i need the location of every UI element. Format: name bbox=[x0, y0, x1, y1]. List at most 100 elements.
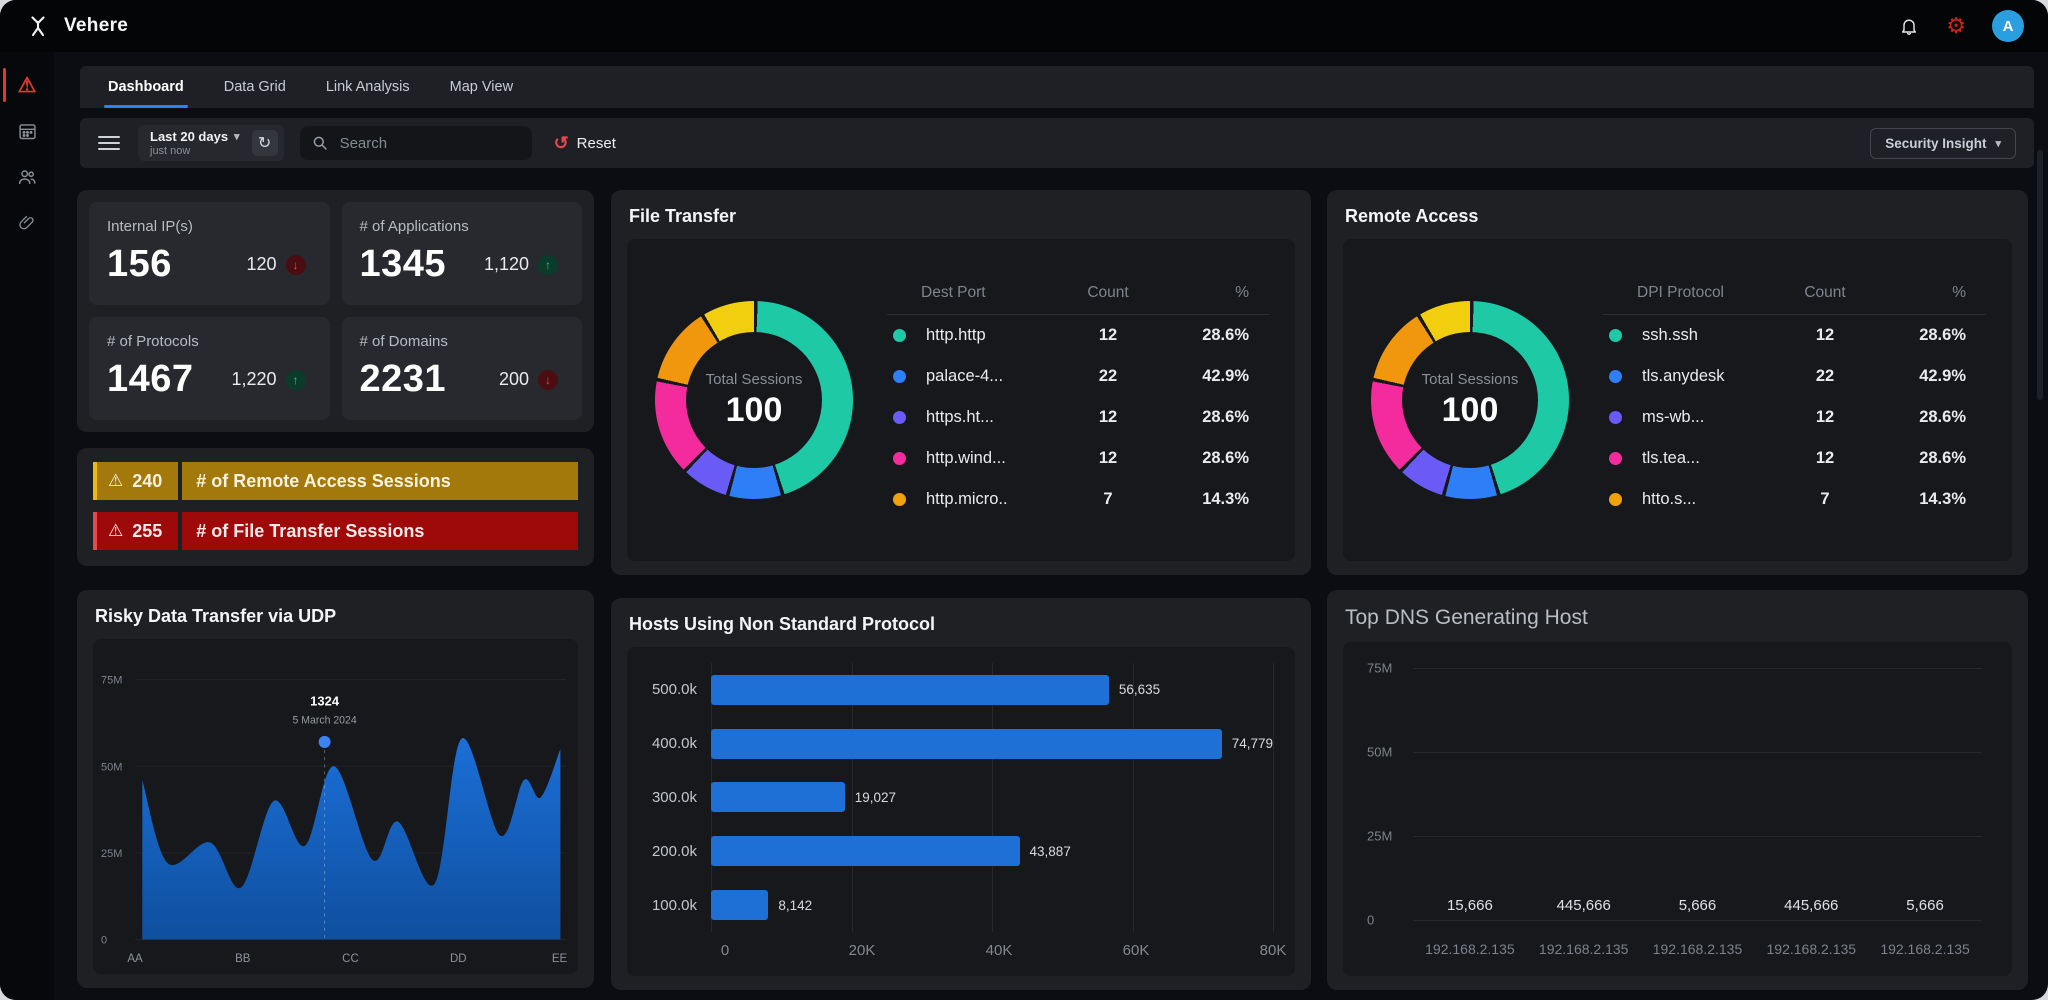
bar-row[interactable]: 8,142 bbox=[711, 890, 1273, 921]
insight-selector[interactable]: Security Insight ▾ bbox=[1870, 127, 2016, 159]
sidebar: ⚠ bbox=[0, 52, 54, 1000]
search-box[interactable] bbox=[299, 126, 541, 160]
y-axis-label: 500.0k bbox=[651, 681, 697, 699]
bar-column[interactable]: 5,666 bbox=[1879, 897, 1971, 920]
search-input[interactable] bbox=[337, 133, 541, 153]
table-row[interactable]: https.ht... 12 28.6% bbox=[887, 397, 1269, 438]
row-label: tls.anydesk bbox=[1642, 367, 1725, 385]
y-axis-label: 400.0k bbox=[651, 735, 697, 753]
warning-icon: ⚠ bbox=[108, 471, 124, 490]
row-count: 12 bbox=[1098, 326, 1118, 344]
alert-triangle-icon: ⚠ bbox=[17, 73, 37, 97]
reset-button[interactable]: ↺ Reset bbox=[554, 133, 616, 154]
row-count: 7 bbox=[1820, 490, 1830, 508]
remote-access-card: Remote Access Total Sessions 100 DPI Pro… bbox=[1327, 190, 2028, 575]
delta-value: 1,120 bbox=[483, 254, 529, 274]
column-header: Count bbox=[1804, 284, 1846, 301]
series-color-dot bbox=[1609, 329, 1622, 342]
y-axis-label: 300.0k bbox=[651, 788, 697, 806]
row-pct: 28.6% bbox=[1919, 408, 1966, 426]
bar-column[interactable]: 15,666 bbox=[1424, 897, 1516, 920]
calendar-grid-icon bbox=[17, 121, 38, 142]
table-row[interactable]: http.micro.. 7 14.3% bbox=[887, 479, 1269, 520]
user-avatar[interactable]: A bbox=[1992, 10, 2024, 42]
tab-map-view[interactable]: Map View bbox=[449, 79, 514, 95]
row-pct: 28.6% bbox=[1202, 449, 1249, 467]
column-header: % bbox=[1235, 284, 1249, 301]
stat-card[interactable]: # of Applications 1345 1,120 ↑ bbox=[341, 202, 582, 305]
bar-row[interactable]: 43,887 bbox=[711, 836, 1273, 867]
bar bbox=[711, 728, 1222, 759]
tab-dashboard[interactable]: Dashboard bbox=[88, 66, 204, 108]
y-axis-label: 100.0k bbox=[651, 896, 697, 914]
stat-cards-group: Internal IP(s) 156 120 ↓ # of Applications 13… bbox=[77, 190, 594, 432]
row-label: https.ht... bbox=[926, 408, 994, 426]
bar-row[interactable]: 74,779 bbox=[711, 728, 1273, 759]
table-row[interactable]: tls.tea... 12 28.6% bbox=[1603, 438, 1986, 479]
row-count: 12 bbox=[1815, 449, 1835, 467]
bar-value-label: 15,666 bbox=[1446, 897, 1493, 914]
refresh-button[interactable]: ↻ bbox=[251, 130, 278, 156]
scrollbar[interactable] bbox=[2037, 150, 2043, 400]
series-color-dot bbox=[1609, 370, 1622, 383]
file-transfer-card: File Transfer Total Sessions 100 Dest Po… bbox=[611, 190, 1311, 575]
alert-count-badge: ⚠ 255 bbox=[93, 512, 179, 550]
table-row[interactable]: tls.anydesk 22 42.9% bbox=[1603, 356, 1986, 397]
x-axis-label: 192.168.2.135 bbox=[1425, 941, 1515, 957]
row-count: 12 bbox=[1815, 408, 1835, 426]
bar-row[interactable]: 56,635 bbox=[711, 674, 1273, 705]
top-dns-card: Top DNS Generating Host 75M 50M 25M 0 15,666… bbox=[1327, 590, 2028, 990]
table-row[interactable]: ms-wb... 12 28.6% bbox=[1603, 397, 1986, 438]
series-color-dot bbox=[893, 493, 906, 506]
warning-icon: ⚠ bbox=[108, 521, 124, 540]
sidebar-item-alerts[interactable]: ⚠ bbox=[0, 62, 54, 108]
svg-text:75M: 75M bbox=[101, 675, 122, 687]
bar-column[interactable]: 5,666 bbox=[1651, 897, 1743, 920]
stat-delta: 1,120 ↑ bbox=[484, 254, 558, 275]
alerts-group: ⚠ 240 # of Remote Access Sessions ⚠ 255 # of … bbox=[77, 448, 594, 566]
date-range-picker[interactable]: Last 20 days ▾ just now ↻ bbox=[138, 125, 284, 161]
series-color-dot bbox=[893, 370, 906, 383]
row-label: http.wind... bbox=[926, 449, 1006, 467]
table-row[interactable]: http.wind... 12 28.6% bbox=[887, 438, 1269, 479]
row-pct: 14.3% bbox=[1919, 490, 1966, 508]
table-row[interactable]: htto.s... 7 14.3% bbox=[1603, 479, 1986, 520]
row-label: htto.s... bbox=[1642, 490, 1697, 508]
svg-text:0: 0 bbox=[101, 934, 107, 946]
bar-value-label: 8,142 bbox=[778, 897, 813, 913]
stat-card[interactable]: Internal IP(s) 156 120 ↓ bbox=[89, 202, 330, 305]
column-header: DPI Protocol bbox=[1637, 284, 1725, 301]
trend-down-icon: ↓ bbox=[538, 369, 558, 390]
alert-row[interactable]: ⚠ 255 # of File Transfer Sessions bbox=[93, 512, 578, 550]
vehere-logo-icon[interactable] bbox=[24, 12, 52, 40]
alert-label: # of File Transfer Sessions bbox=[182, 512, 578, 550]
card-title: File Transfer bbox=[629, 206, 737, 226]
sidebar-item-users[interactable] bbox=[0, 154, 54, 200]
bar-column[interactable]: 445,666 bbox=[1765, 897, 1857, 920]
filter-bar: Last 20 days ▾ just now ↻ ↺ Reset Securi… bbox=[80, 118, 2034, 168]
menu-hamburger-icon[interactable] bbox=[98, 136, 120, 150]
table-row[interactable]: palace-4... 22 42.9% bbox=[887, 356, 1269, 397]
stat-title: Internal IP(s) bbox=[107, 218, 193, 235]
sidebar-item-attachments[interactable] bbox=[0, 200, 54, 246]
settings-gear-icon[interactable]: ⚙ bbox=[1946, 13, 1966, 38]
stat-value: 156 bbox=[107, 243, 172, 285]
bar bbox=[711, 674, 1109, 705]
tab-data-grid[interactable]: Data Grid bbox=[223, 79, 286, 95]
table-row[interactable]: http.http 12 28.6% bbox=[887, 315, 1269, 356]
bar-row[interactable]: 19,027 bbox=[711, 782, 1273, 813]
stat-delta: 120 ↓ bbox=[246, 254, 306, 275]
topbar-actions: ⚙ A bbox=[1898, 10, 2024, 42]
stat-title: # of Protocols bbox=[107, 333, 199, 350]
bar-value-label: 19,027 bbox=[854, 789, 897, 805]
sidebar-item-data-grid[interactable] bbox=[0, 108, 54, 154]
stat-card[interactable]: # of Protocols 1467 1,220 ↑ bbox=[89, 317, 330, 420]
table-row[interactable]: ssh.ssh 12 28.6% bbox=[1603, 315, 1986, 356]
notifications-bell-icon[interactable] bbox=[1898, 15, 1920, 37]
hosts-bar-chart: 500.0k 400.0k 300.0k 200.0k 100.0k 56,635 74,7… bbox=[627, 647, 1295, 976]
bar-column[interactable]: 445,666 bbox=[1538, 897, 1630, 920]
tab-link-analysis[interactable]: Link Analysis bbox=[325, 79, 410, 95]
alert-row[interactable]: ⚠ 240 # of Remote Access Sessions bbox=[93, 462, 578, 500]
stat-card[interactable]: # of Domains 2231 200 ↓ bbox=[341, 317, 582, 420]
